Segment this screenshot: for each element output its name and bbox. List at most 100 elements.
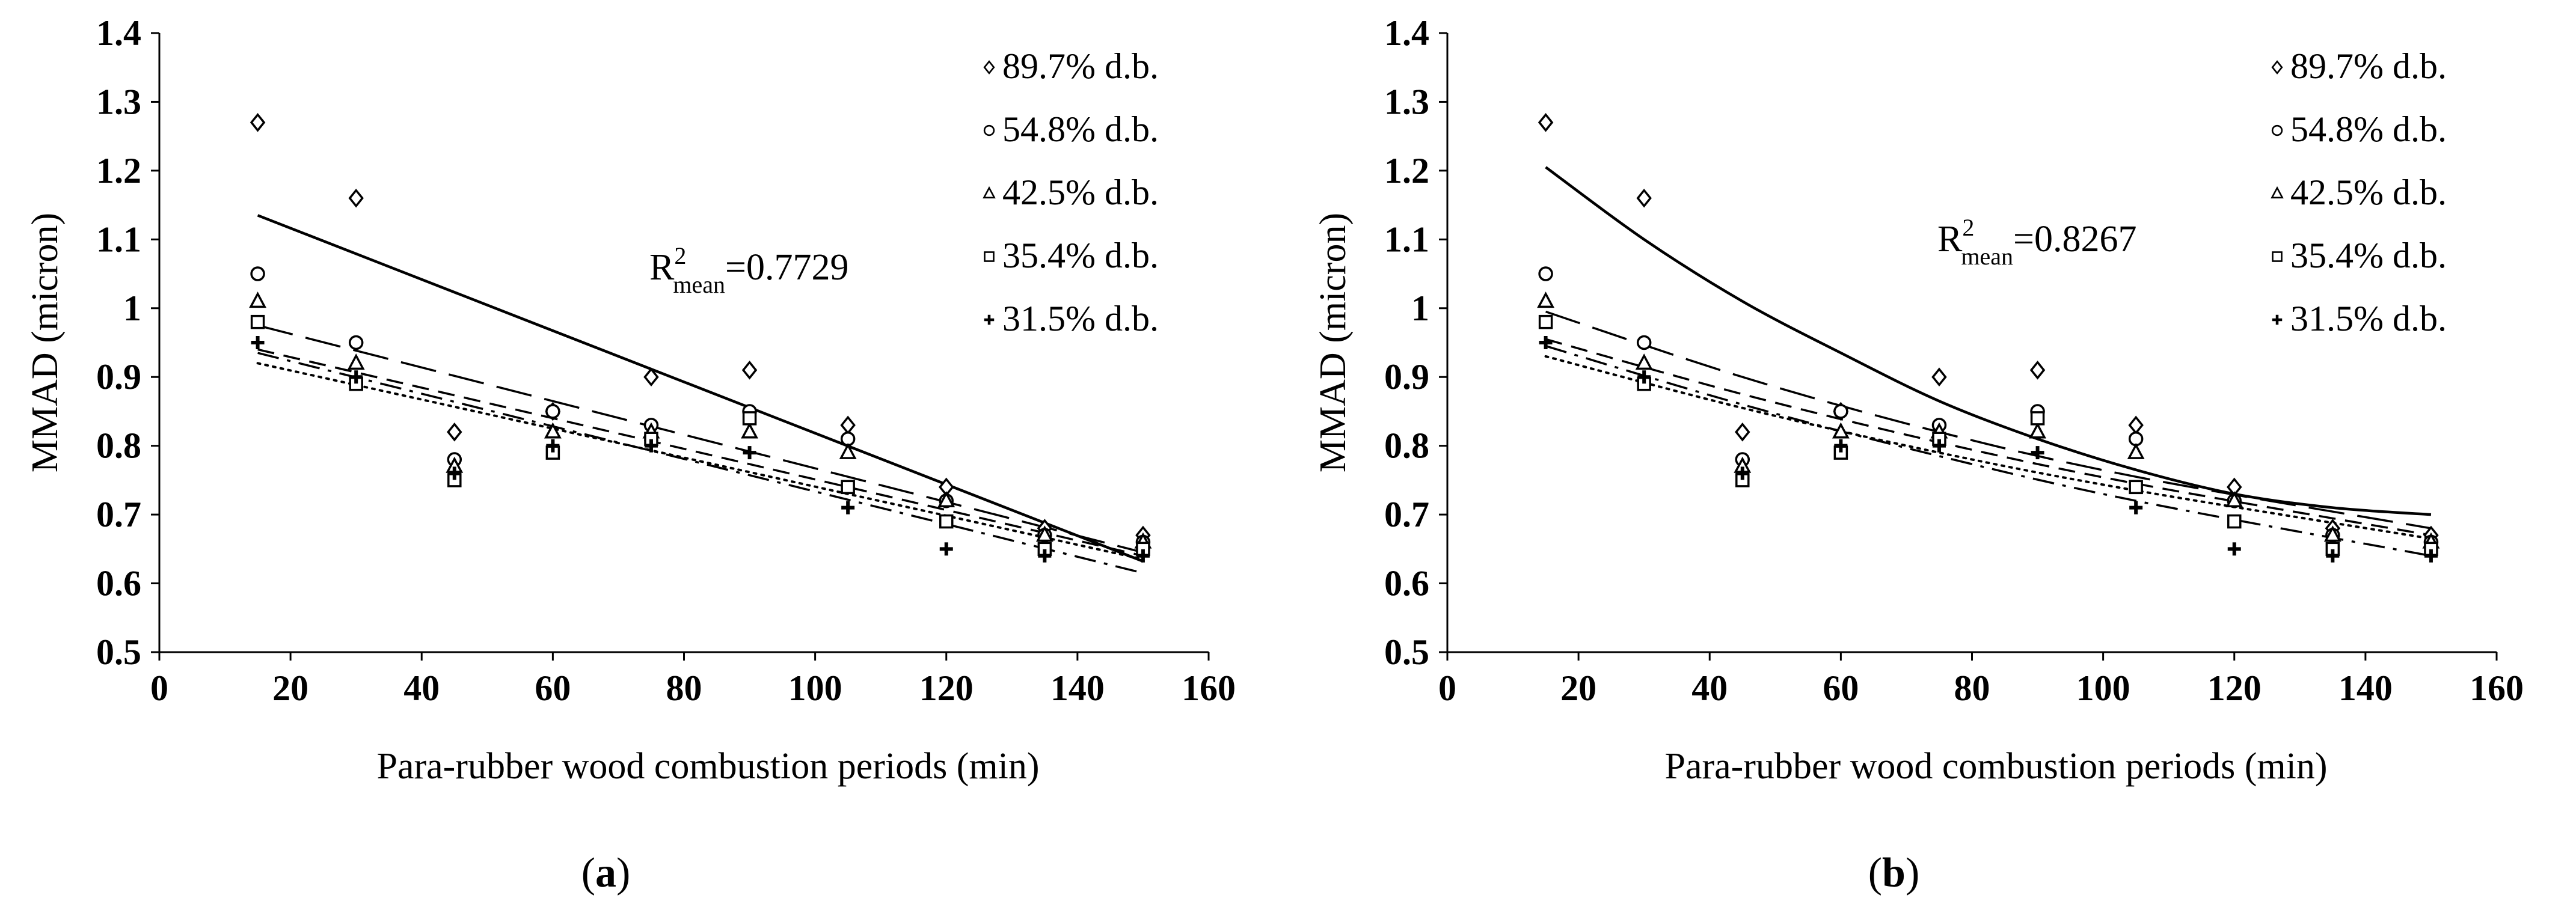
panel-b-data-point [2128,415,2144,435]
panel-a-data-point [644,439,658,453]
chart-panel-b: 0.5 0.6 0.7 0.8 0.9 1 1.1 1.2 1.3 1.4 0 20 40 60 80 100… [1288,0,2576,916]
panel-a-data-point [939,514,954,529]
panel-a-data-point [348,188,364,208]
panel-b-data-point [2424,549,2438,563]
panel-b-data-point [2030,411,2045,426]
panel-b-data-point [1635,353,1653,370]
panel-b-data-point [2326,549,2340,563]
panel-a-data-point [839,442,857,459]
panel-b-data-point [2129,480,2143,495]
panel-a-data-point [840,415,856,435]
panel-b-data-point [2227,514,2242,529]
panel-b-data-point [1931,367,1947,387]
chart-panel-a: 0.5 0.6 0.7 0.8 0.9 1 1.1 1.2 1.3 1.4 0 20 40 60 80 100… [25,13,1236,896]
panel-a-x-tick-label: 20 [272,668,308,708]
panel-a-fit-line [257,348,1144,557]
panel-a-label: (a) [581,850,631,896]
panel-b-y-tick-label: 0.9 [1384,357,1429,397]
panel-b-data-point [2127,442,2145,459]
panel-b-x-tick-label: 60 [1823,668,1859,708]
panel-b-legend-label: 31.5% d.b. [2290,299,2447,338]
panel-a-y-tick-label: 1.2 [96,151,141,191]
panel-b-x-tick-label: 80 [1954,668,1990,708]
panel-a-data-point [250,314,265,329]
panel-a-x-tick-label: 40 [403,668,440,708]
panel-a-legend-label: 31.5% d.b. [1002,299,1159,338]
panel-a-y-axis-label: MMAD (micron) [25,213,66,472]
panel-a-y-tick-label: 0.9 [96,357,141,397]
panel-a-legend-entry: 31.5% d.b. [984,299,1159,338]
panel-b-data-point [2323,525,2341,542]
panel-b-data-point [1833,404,1848,419]
panel-a-x-tick-label: 0 [150,668,168,708]
panel-b-fit-line [1545,310,2432,530]
panel-a-fit-line [257,352,1144,575]
panel-a-legend-entry: 42.5% d.b. [983,173,1159,212]
panel-b-x-tick-label: 40 [1691,668,1728,708]
panel-b-legend-marker [2271,186,2284,199]
panel-a-data-point [447,422,462,442]
panel-b-data-point [1832,422,1850,439]
panel-b-y-tick-label: 1.1 [1384,219,1429,259]
panel-a-x-tick-label: 160 [1182,668,1236,708]
panel-b-data-point [1636,335,1652,350]
panel-a-x-tick-label: 60 [535,668,571,708]
panel-a-data-point [349,370,363,384]
panel-b-fit-line [1545,345,2432,557]
panel-a-legend-marker [984,314,995,325]
panel-a-y-tick-label: 1.4 [96,13,141,53]
panel-b-legend-label: 89.7% d.b. [2290,46,2447,86]
panel-a-legend-entry: 54.8% d.b. [983,109,1159,149]
panel-a-data-point [742,411,757,426]
panel-b-data-point [2225,491,2243,507]
panel-a-data-point [939,542,953,556]
panel-b-legend-label: 54.8% d.b. [2290,109,2447,149]
panel-a-data-point [841,480,855,495]
panel-a-data-point [1136,549,1150,563]
panel-a-y-tick-label: 0.7 [96,495,141,534]
panel-a-data-point [250,112,266,132]
panel-a-data-point [545,404,560,419]
panel-b-legend-label: 42.5% d.b. [2290,173,2447,212]
panel-b-x-tick-label: 0 [1438,668,1456,708]
panel-a-legend-entry: 89.7% d.b. [983,46,1159,86]
panel-b-y-tick-label: 0.6 [1384,564,1429,603]
panel-b-data-point [1538,314,1553,329]
panel-a-data-point [937,491,955,507]
panel-b-y-tick-label: 0.8 [1384,426,1429,466]
panel-a-legend-entry: 35.4% d.b. [984,236,1159,275]
panel-b-fit-line [1545,338,2432,537]
panel-b-data-point [1539,336,1553,349]
panel-a-data-point [447,466,461,480]
panel-b-data-point [1637,370,1651,384]
panel-b-data-point [1537,292,1555,308]
panel-a-y-tick-label: 0.5 [96,632,141,672]
panel-b-legend-entry: 42.5% d.b. [2271,173,2447,212]
panel-a-data-point [1038,549,1052,563]
panel-b-x-tick-label: 100 [2076,668,2130,708]
panel-b-data-point [1932,439,1946,453]
panel-b-legend-marker [2271,124,2283,136]
panel-a-x-tick-label: 140 [1050,668,1105,708]
panel-a-legend-marker [984,251,995,262]
panel-a-data-point [1035,525,1053,542]
panel-a-data-point [546,439,560,453]
panel-b-data-point [1636,188,1652,208]
panel-b-y-tick-label: 0.7 [1384,495,1429,534]
panel-b-label: (b) [1868,850,1920,896]
panel-b-x-tick-label: 120 [2207,668,2262,708]
panel-a-data-point [347,353,365,370]
panel-b-y-axis-label: MMAD (micron) [1313,213,1354,472]
panel-b-x-axis-label: Para-rubber wood combustion periods (min… [1665,746,2328,787]
panel-b-x-tick-label: 140 [2338,668,2393,708]
panel-b-x-tick-label: 160 [2470,668,2524,708]
panel-b-data-point [1538,266,1553,281]
panel-a-x-tick-label: 120 [919,668,974,708]
panel-b-y-tick-label: 1.3 [1384,82,1429,121]
panel-b-data-point [2029,422,2046,439]
panel-a-data-point [643,367,659,387]
panel-a-y-tick-label: 1.3 [96,82,141,121]
panel-a-data-point [741,360,758,380]
panel-a-fit-line [257,324,1144,554]
panel-b-r2-annotation: R2 mean=0.8267 [1937,214,2136,270]
